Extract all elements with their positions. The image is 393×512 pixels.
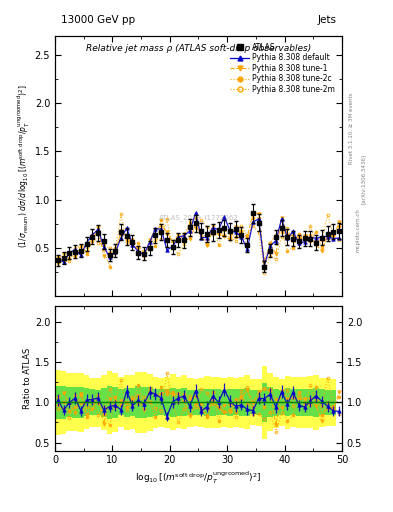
Text: mcplots.cern.ch: mcplots.cern.ch [355,208,360,252]
Text: Rivet 3.1.10, ≥ 3M events: Rivet 3.1.10, ≥ 3M events [349,92,354,164]
Legend: ATLAS, Pythia 8.308 default, Pythia 8.308 tune-1, Pythia 8.308 tune-2c, Pythia 8: ATLAS, Pythia 8.308 default, Pythia 8.30… [227,39,338,97]
Text: Relative jet mass ρ (ATLAS soft-drop observables): Relative jet mass ρ (ATLAS soft-drop obs… [86,44,311,53]
Text: [arXiv:1306.3436]: [arXiv:1306.3436] [361,154,366,204]
Y-axis label: Ratio to ATLAS: Ratio to ATLAS [23,348,32,409]
Y-axis label: $(1/\sigma_\mathrm{resum})\ d\sigma/d\,\log_{10}[(m^\mathrm{soft\ drop}/p_T^\mat: $(1/\sigma_\mathrm{resum})\ d\sigma/d\,\… [16,84,32,248]
Text: Jets: Jets [317,15,336,26]
Text: ATLAS_2019_I1772062: ATLAS_2019_I1772062 [159,215,238,221]
X-axis label: $\log_{10}[(m^\mathrm{soft\ drop}/p_T^\mathrm{ungroomed})^2]$: $\log_{10}[(m^\mathrm{soft\ drop}/p_T^\m… [135,470,262,486]
Text: 13000 GeV pp: 13000 GeV pp [61,15,135,26]
